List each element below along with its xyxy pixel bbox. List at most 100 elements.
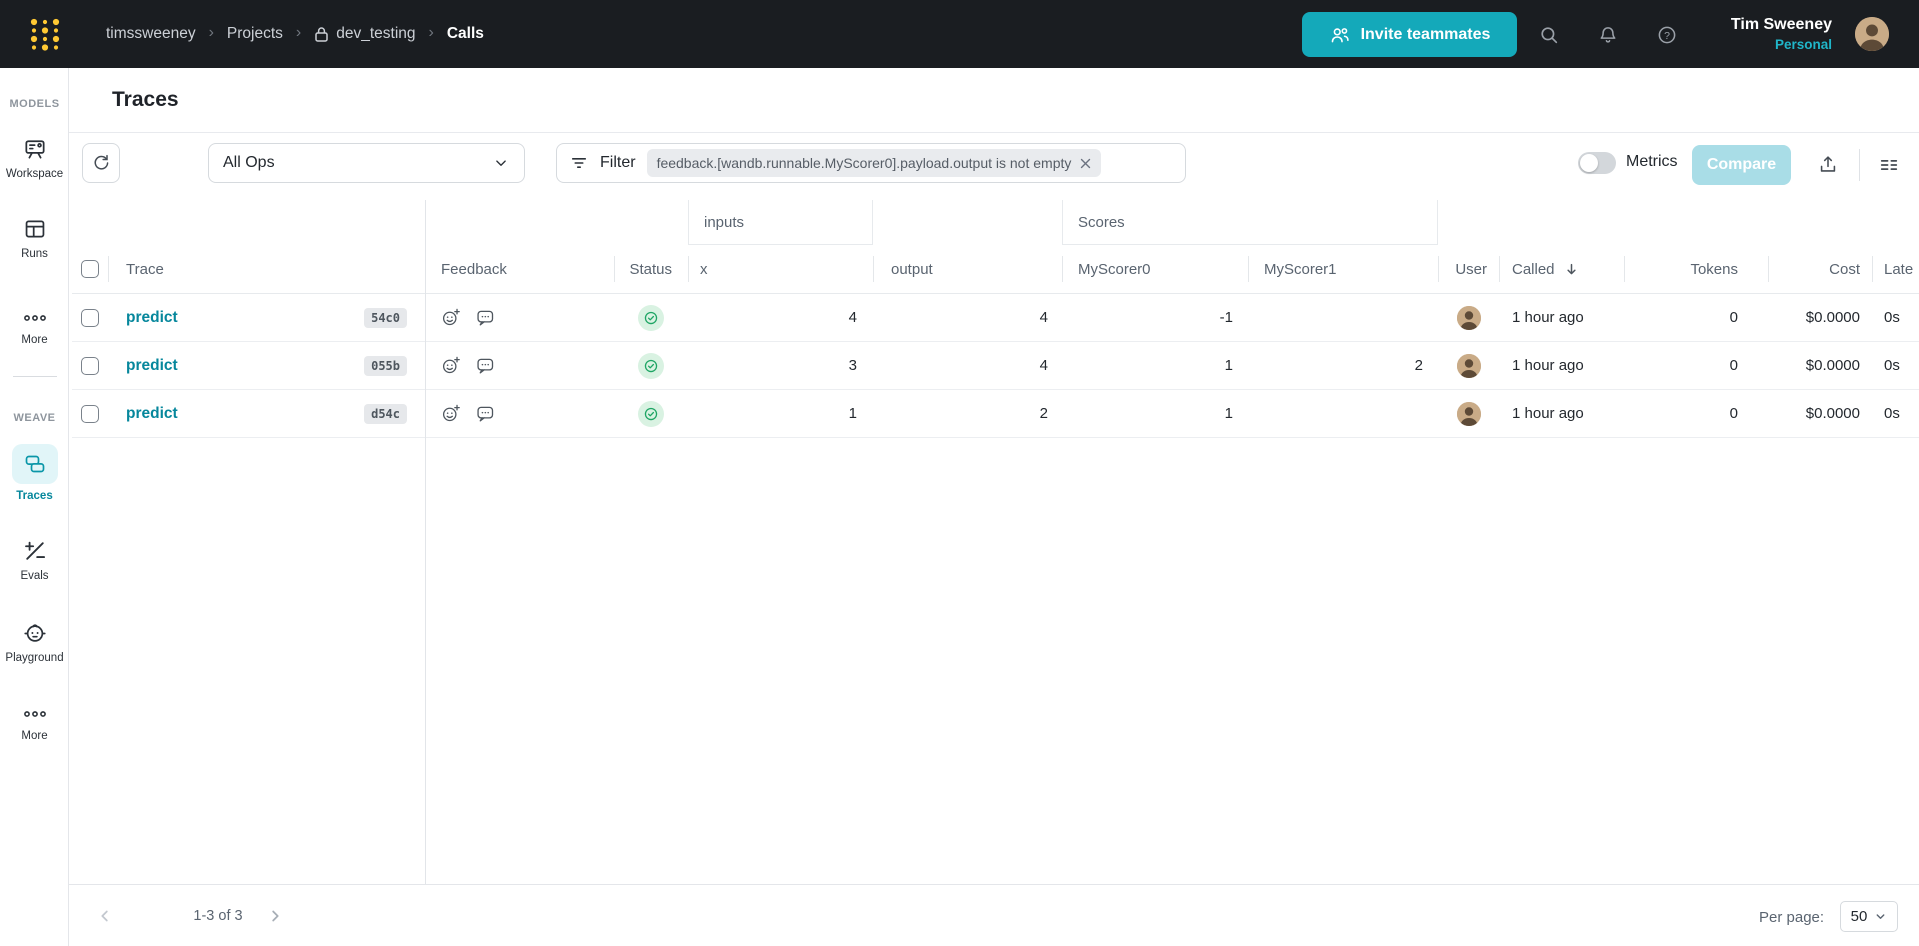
prev-page-icon[interactable] — [97, 908, 113, 924]
calls-table: inputs Scores Trace Feedback Status x ou… — [72, 200, 1919, 884]
called-cell: 1 hour ago — [1512, 309, 1584, 326]
page-title: Traces — [112, 88, 179, 111]
column-header-x[interactable]: x — [688, 245, 873, 293]
compare-button[interactable]: Compare — [1692, 145, 1791, 185]
more-dots-icon — [22, 308, 48, 328]
filter-bar[interactable]: Filter feedback.[wandb.runnable.MyScorer… — [556, 143, 1186, 183]
column-header-tokens[interactable]: Tokens — [1624, 245, 1768, 293]
table-row[interactable]: predict 055b — [72, 342, 1919, 390]
notifications-bell-icon[interactable] — [1597, 24, 1619, 46]
traces-icon — [23, 452, 47, 476]
table-row[interactable]: predict 54c0 — [72, 294, 1919, 342]
add-reaction-icon[interactable] — [441, 307, 462, 328]
more-dots-icon — [22, 704, 48, 724]
myscorer0-cell: -1 — [1219, 309, 1233, 326]
user-cell — [1438, 390, 1499, 437]
user-name: Tim Sweeney — [1730, 16, 1832, 33]
sidebar-item-models-more[interactable]: More — [0, 308, 69, 346]
table-row[interactable]: predict d54c — [72, 390, 1919, 438]
help-icon[interactable]: ? — [1656, 24, 1678, 46]
refresh-button[interactable] — [82, 143, 120, 183]
add-reaction-icon[interactable] — [441, 355, 462, 376]
column-header-status[interactable]: Status — [614, 245, 688, 293]
sidebar-item-weave-more[interactable]: More — [0, 704, 69, 742]
select-all-checkbox[interactable] — [81, 260, 99, 278]
filter-chip[interactable]: feedback.[wandb.runnable.MyScorer0].payl… — [646, 149, 1102, 177]
invite-people-icon — [1329, 24, 1351, 46]
column-header-myscorer1[interactable]: MyScorer1 — [1248, 245, 1438, 293]
op-link[interactable]: predict — [126, 404, 178, 422]
column-header-cost[interactable]: Cost — [1768, 245, 1872, 293]
playground-robot-icon — [22, 620, 48, 646]
column-header-feedback[interactable]: Feedback — [441, 260, 507, 278]
comment-icon[interactable] — [475, 403, 496, 424]
column-settings-icon[interactable] — [1875, 151, 1903, 179]
input-x-cell: 4 — [848, 309, 857, 326]
breadcrumb-page[interactable]: Calls — [446, 25, 484, 42]
top-navbar: timssweeney › Projects › dev_testing › C… — [0, 0, 1919, 68]
trace-cell: predict d54c — [108, 390, 425, 437]
refresh-icon — [91, 153, 111, 173]
per-page-value: 50 — [1850, 908, 1868, 925]
search-icon[interactable] — [1538, 24, 1560, 46]
sidebar-item-traces[interactable]: Traces — [0, 444, 69, 502]
breadcrumb-entity[interactable]: timssweeney — [106, 25, 196, 42]
table-footer: 1-3 of 3 Per page: 50 — [69, 884, 1919, 946]
column-header-trace[interactable]: Trace — [108, 245, 425, 293]
op-link[interactable]: predict — [126, 356, 178, 374]
sidebar-item-playground[interactable]: Playground — [0, 620, 69, 664]
toolbar-divider — [1859, 149, 1860, 181]
comment-icon[interactable] — [475, 307, 496, 328]
metrics-toggle[interactable] — [1578, 152, 1616, 174]
feedback-cell — [425, 342, 614, 389]
left-sidebar: MODELS Workspace Runs More — [0, 68, 69, 946]
row-checkbox[interactable] — [81, 308, 99, 327]
row-checkbox[interactable] — [81, 404, 99, 423]
chevron-down-icon — [1874, 910, 1887, 923]
tokens-cell: 0 — [1729, 309, 1738, 326]
column-header-output[interactable]: output — [873, 245, 1062, 293]
breadcrumb-separator: › — [295, 24, 302, 41]
export-icon[interactable] — [1814, 151, 1842, 179]
sidebar-divider — [13, 376, 57, 377]
breadcrumb-project[interactable]: dev_testing — [314, 25, 416, 43]
called-cell: 1 hour ago — [1512, 357, 1584, 374]
comment-icon[interactable] — [475, 355, 496, 376]
column-header-user[interactable]: User — [1438, 245, 1499, 293]
sidebar-item-evals[interactable]: Evals — [0, 538, 69, 582]
close-icon[interactable] — [1080, 158, 1091, 169]
compare-button-label: Compare — [1706, 156, 1777, 173]
invite-teammates-button[interactable]: Invite teammates — [1302, 12, 1517, 57]
column-header-called[interactable]: Called — [1499, 245, 1624, 293]
user-menu[interactable]: Tim Sweeney Personal — [1700, 13, 1832, 54]
feedback-cell — [425, 390, 614, 437]
sidebar-item-label: Traces — [16, 490, 53, 502]
workspace-icon — [22, 136, 48, 162]
sidebar-item-workspace[interactable]: Workspace — [0, 136, 69, 180]
column-header-latency[interactable]: Late — [1872, 245, 1919, 293]
toggle-knob — [1580, 154, 1598, 172]
user-avatar — [1456, 401, 1481, 426]
per-page-select[interactable]: 50 — [1840, 901, 1898, 932]
user-avatar[interactable] — [1855, 17, 1889, 51]
op-link[interactable]: predict — [126, 308, 178, 326]
wandb-logo-icon[interactable] — [28, 16, 62, 54]
row-checkbox[interactable] — [81, 356, 99, 375]
sidebar-item-label: Workspace — [5, 168, 64, 180]
per-page-label: Per page: — [1759, 909, 1825, 926]
output-cell: 4 — [1039, 309, 1048, 326]
next-page-icon[interactable] — [267, 908, 283, 924]
breadcrumb-project-label: dev_testing — [336, 25, 416, 42]
output-cell: 4 — [1039, 357, 1048, 374]
sidebar-item-runs[interactable]: Runs — [0, 216, 69, 260]
breadcrumb-projects[interactable]: Projects — [226, 25, 283, 42]
sort-desc-icon — [1564, 262, 1579, 277]
ops-filter-select[interactable]: All Ops — [208, 143, 525, 183]
feedback-cell — [425, 294, 614, 341]
add-reaction-icon[interactable] — [441, 403, 462, 424]
myscorer0-cell: 1 — [1224, 405, 1233, 422]
cost-cell: $0.0000 — [1805, 357, 1860, 374]
column-header-myscorer0[interactable]: MyScorer0 — [1062, 245, 1248, 293]
sidebar-item-label: More — [21, 334, 48, 346]
ops-filter-value: All Ops — [223, 154, 275, 171]
